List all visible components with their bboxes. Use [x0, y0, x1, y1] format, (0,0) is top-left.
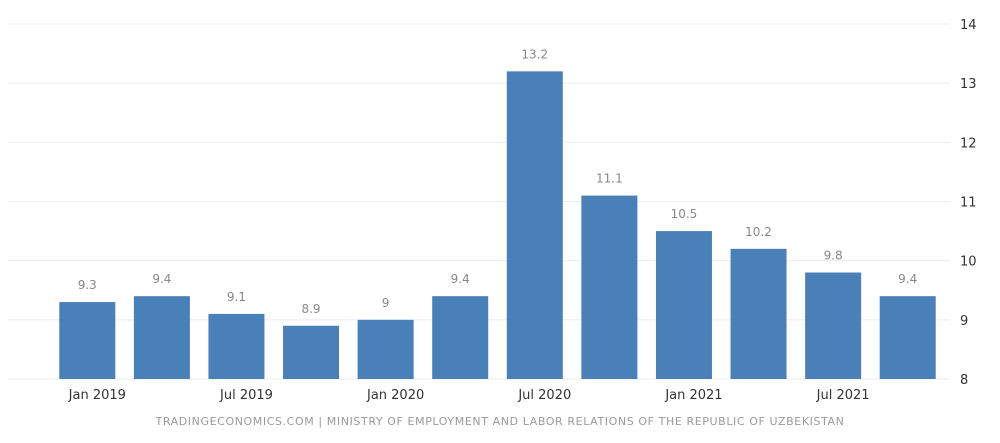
source-attribution: TRADINGECONOMICS.COM | MINISTRY OF EMPLO… — [155, 415, 845, 428]
y-tick-label: 13 — [960, 77, 977, 92]
bar-8 — [581, 195, 638, 379]
bar-9 — [655, 231, 712, 379]
bar-value-label: 9.4 — [152, 272, 171, 286]
x-axis-tick-labels: Jan 2019 Jul 2019 Jan 2020 Jul 2020 Jan 2021… — [68, 388, 870, 403]
bar-value-label: 9.8 — [824, 249, 843, 263]
y-tick-label: 14 — [960, 18, 977, 33]
bar-value-label: 9.1 — [227, 290, 246, 304]
bar-12 — [879, 296, 936, 379]
bar-value-label: 10.5 — [671, 207, 698, 221]
bar-5 — [357, 319, 414, 379]
y-tick-label: 12 — [960, 136, 977, 151]
x-tick-label: Jul 2020 — [517, 388, 571, 403]
x-tick-label: Jan 2021 — [664, 388, 722, 403]
bar-2 — [133, 296, 190, 379]
bar-value-label: 9.3 — [78, 278, 97, 292]
x-tick-label: Jan 2020 — [366, 388, 424, 403]
bar-6 — [432, 296, 489, 379]
bar-7 — [506, 71, 563, 379]
bar-value-label: 8.9 — [301, 302, 320, 316]
y-axis-tick-labels: 8 9 10 11 12 13 14 — [960, 18, 977, 388]
bar-value-label: 9.4 — [898, 272, 917, 286]
bar-3 — [208, 313, 265, 379]
y-tick-label: 8 — [960, 373, 968, 388]
bar-10 — [730, 248, 787, 379]
x-tick-label: Jul 2021 — [816, 388, 870, 403]
bar-value-label: 10.2 — [745, 225, 772, 239]
y-tick-label: 11 — [960, 196, 977, 211]
bars — [59, 71, 936, 379]
bar-value-label: 9 — [382, 296, 390, 310]
x-tick-label: Jul 2019 — [219, 388, 273, 403]
bar-value-label: 9.4 — [451, 272, 470, 286]
value-labels: 9.3 9.4 9.1 8.9 9 9.4 13.2 11.1 10.5 10.2 9.8 9.4 — [78, 47, 918, 315]
bar-value-label: 11.1 — [596, 172, 623, 186]
bar-chart: 9.3 9.4 9.1 8.9 9 9.4 13.2 11.1 10.5 10.2 9.8 9.4 J… — [8, 18, 977, 403]
bar-4 — [283, 325, 340, 379]
bar-value-label: 13.2 — [521, 47, 548, 61]
bar-1 — [59, 302, 116, 379]
y-tick-label: 9 — [960, 314, 968, 329]
x-tick-label: Jan 2019 — [68, 388, 126, 403]
bar-11 — [805, 272, 862, 379]
y-tick-label: 10 — [960, 255, 977, 270]
